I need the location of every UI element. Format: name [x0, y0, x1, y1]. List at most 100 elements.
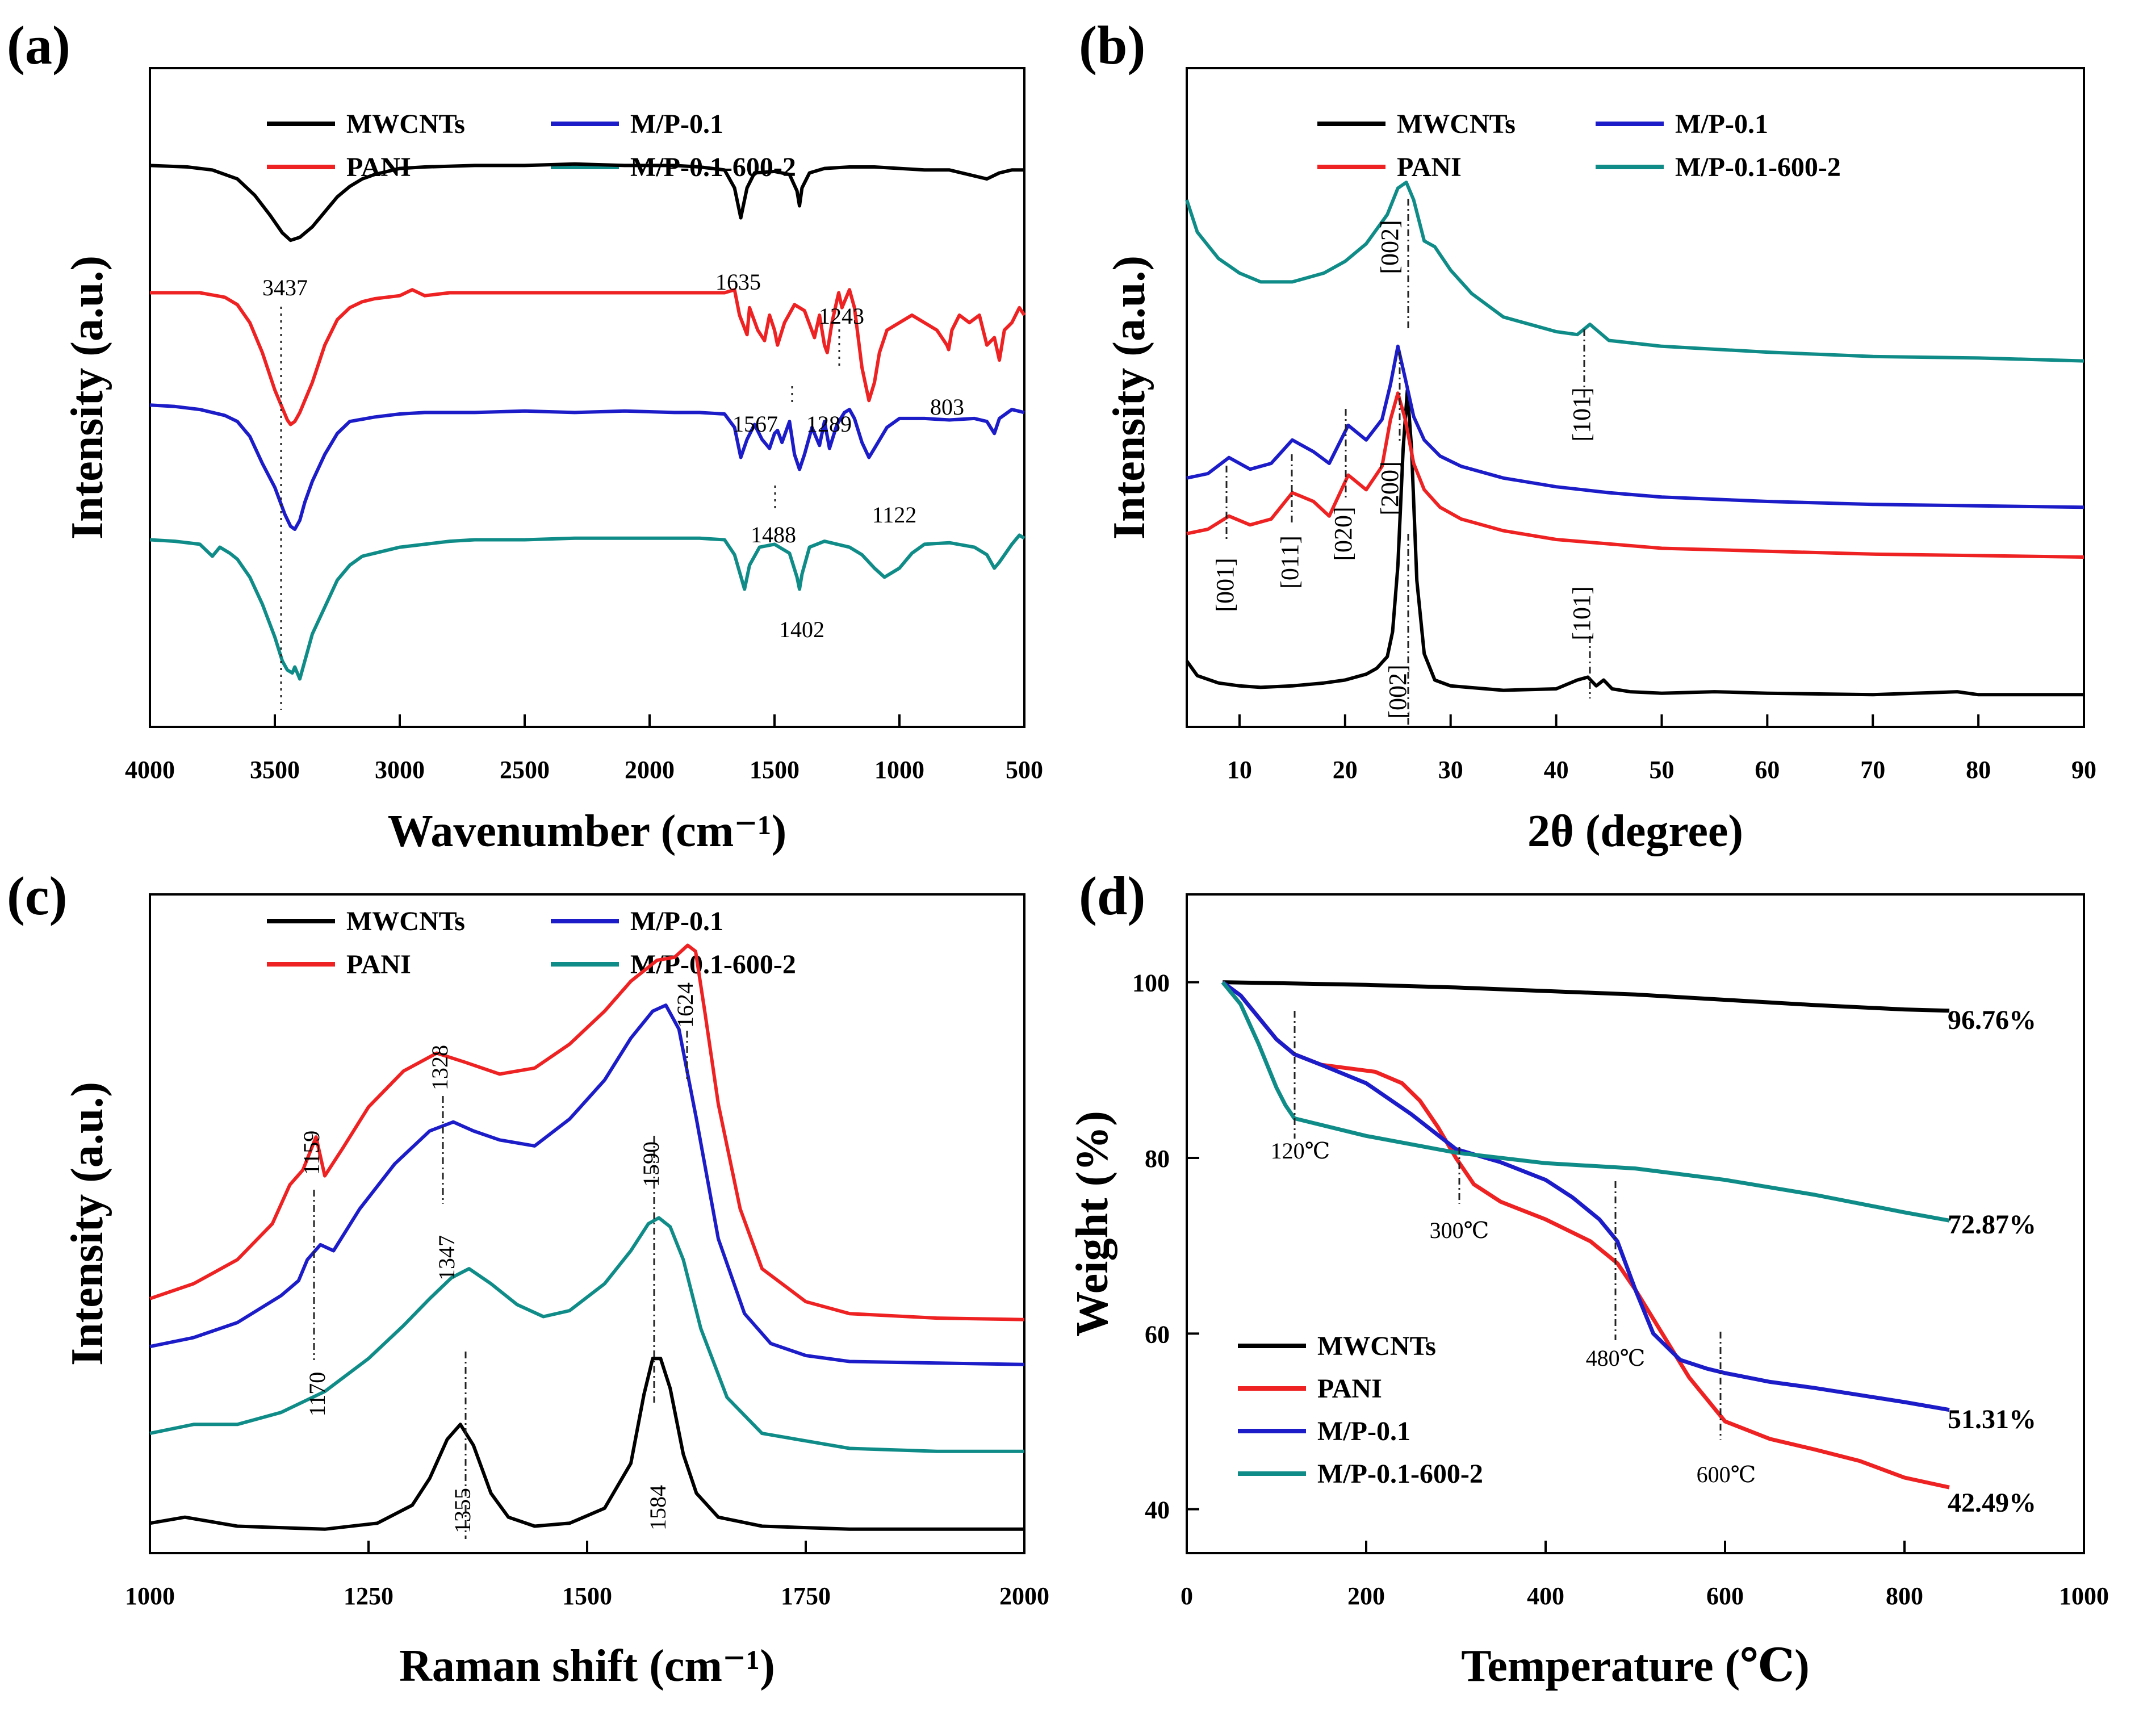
panel-a-xtick-label: 2500 [500, 756, 550, 784]
panel-d-xtick-label: 600 [1706, 1582, 1744, 1610]
panel-b-xtick-label: 90 [2071, 756, 2096, 784]
anno-002-bottom: [002] [1384, 664, 1412, 718]
anno-1328: 1328 [427, 1045, 453, 1090]
panel-a-xtick-label: 3500 [250, 756, 300, 784]
panel-d-plot-frame [1186, 893, 2085, 1554]
anno-1567: 1567 [732, 411, 778, 437]
anno-1122: 1122 [872, 502, 917, 528]
anno-1170: 1170 [304, 1372, 330, 1417]
legend-label-pani: PANI [1397, 152, 1462, 182]
legend-label-mwcnts: MWCNTs [346, 109, 465, 139]
panel-a-legend: MWCNTs M/P-0.1 PANI M/P-0.1-600-2 [267, 109, 796, 182]
anno-011: [011] [1276, 536, 1304, 589]
panel-b-xtick-label: 60 [1755, 756, 1780, 784]
anno-480c: 480℃ [1586, 1345, 1646, 1371]
series-line-mp01-600 [149, 1216, 1024, 1453]
panel-a-xtick-label: 4000 [125, 756, 175, 784]
legend-label-mp01-600: M/P-0.1-600-2 [1675, 152, 1841, 182]
panel-b-annotations: [002] [101] [001] [011] [020] [200] [002… [1211, 199, 1596, 727]
panel-a-x-axis-title: Wavenumber (cm⁻¹) [388, 806, 786, 856]
panel-c-xtick-label: 1250 [344, 1582, 394, 1610]
panel-a-x-ticks: 4000 3500 3000 2500 2000 1500 1000 500 [125, 756, 1043, 784]
anno-1289: 1289 [806, 411, 852, 437]
panel-d-y-axis-title: Weight (%) [1068, 1111, 1117, 1337]
anno-1635: 1635 [715, 269, 761, 295]
legend-label-mwcnts: MWCNTs [1397, 109, 1516, 139]
axis-tick-marks [149, 714, 2085, 1553]
panel-a-annotations: 3437 1635 1243 1567 1289 803 1488 1122 1… [262, 269, 964, 710]
panel-b-x-ticks: 10 20 30 40 50 60 70 80 90 [1227, 756, 2096, 784]
anno-120c: 120℃ [1271, 1138, 1330, 1164]
series-line-mp01-600 [1185, 181, 2084, 363]
end-label-mp01-600: 72.87% [1948, 1210, 2036, 1240]
panel-c-x-axis-title: Raman shift (cm⁻¹) [399, 1641, 775, 1691]
panel-b-xtick-label: 70 [1860, 756, 1885, 784]
panel-d-x-axis-title: Temperature (℃) [1461, 1641, 1810, 1691]
series-line-mp01 [1186, 344, 2084, 509]
panel-a-xtick-label: 500 [1006, 756, 1043, 784]
panel-d-letter: (d) [1079, 865, 1145, 926]
panel-c-xtick-label: 1500 [562, 1582, 612, 1610]
panel-b-series [1185, 181, 2084, 697]
anno-803: 803 [930, 394, 964, 420]
anno-1355: 1355 [450, 1488, 475, 1533]
series-line-mp01 [149, 1003, 1025, 1366]
series-line-pani [1186, 391, 2084, 559]
series-line-pani [1221, 980, 1950, 1490]
anno-020: [020] [1329, 507, 1357, 560]
panel-a: (a) 4000 3500 3000 2500 2000 1500 1000 5… [7, 15, 1043, 856]
anno-1243: 1243 [819, 303, 864, 329]
panel-b-xtick-label: 20 [1333, 756, 1358, 784]
panel-d-x-ticks: 0 200 400 600 800 1000 [1181, 1582, 2109, 1610]
panel-d-legend: MWCNTs PANI M/P-0.1 M/P-0.1-600-2 [1238, 1331, 1483, 1489]
end-label-pani: 42.49% [1948, 1488, 2036, 1518]
panel-d-ytick-label: 80 [1145, 1145, 1170, 1173]
panel-d-y-ticks: 40 60 80 100 [1132, 969, 1170, 1524]
panel-c-xtick-label: 1750 [781, 1582, 831, 1610]
series-line-mp01 [149, 403, 1025, 531]
legend-label-pani: PANI [346, 949, 411, 980]
panel-d-end-labels: 96.76% 72.87% 51.31% 42.49% [1948, 1005, 2036, 1518]
panel-c-xtick-label: 2000 [999, 1582, 1049, 1610]
panel-a-xtick-label: 3000 [375, 756, 425, 784]
series-line-mp01 [1221, 980, 1950, 1412]
panel-d-xtick-label: 200 [1347, 1582, 1385, 1610]
panel-b: (b) 10 20 30 40 50 60 70 80 90 2θ (degre… [1079, 15, 2096, 856]
legend-label-mp01-600: M/P-0.1-600-2 [1317, 1459, 1483, 1489]
anno-1488: 1488 [751, 522, 796, 547]
panel-d-xtick-label: 400 [1527, 1582, 1564, 1610]
panel-d-xtick-label: 800 [1886, 1582, 1923, 1610]
panel-d-xtick-label: 1000 [2059, 1582, 2109, 1610]
series-line-pani [150, 288, 1026, 426]
panel-b-letter: (b) [1079, 15, 1145, 76]
series-line-mp01-600 [149, 533, 1025, 681]
legend-label-mwcnts: MWCNTs [346, 906, 465, 936]
legend-label-mp01: M/P-0.1 [630, 109, 723, 139]
legend-label-pani: PANI [1317, 1374, 1382, 1404]
panel-a-xtick-label: 1000 [874, 756, 924, 784]
legend-label-mp01: M/P-0.1 [1675, 109, 1768, 139]
panel-c-xtick-label: 1000 [125, 1582, 175, 1610]
panel-b-xtick-label: 80 [1966, 756, 1991, 784]
panel-d-ytick-label: 40 [1145, 1496, 1170, 1524]
panel-a-xtick-label: 1500 [750, 756, 799, 784]
panel-c-y-axis-title: Intensity (a.u.) [62, 1082, 112, 1366]
panel-b-plot-frame [1186, 67, 2085, 728]
panel-c-plot-frame [149, 893, 1025, 1554]
panel-d-annotations: 120℃ 300℃ 480℃ 600℃ [1271, 1011, 1756, 1487]
series-line-mwcnts [1185, 388, 2084, 697]
panel-a-y-axis-title: Intensity (a.u.) [62, 256, 112, 539]
panel-c-annotations: 1159 1170 1328 1347 1624 1590 1584 1355 [299, 982, 698, 1539]
panel-b-x-axis-title: 2θ (degree) [1527, 806, 1743, 856]
end-label-mp01: 51.31% [1948, 1404, 2036, 1434]
anno-1159: 1159 [299, 1131, 324, 1176]
panel-d-xtick-label: 0 [1181, 1582, 1193, 1610]
panel-a-letter: (a) [7, 15, 70, 76]
series-line-mwcnts [149, 1357, 1024, 1531]
panel-b-y-axis-title: Intensity (a.u.) [1104, 256, 1154, 539]
anno-1584: 1584 [645, 1485, 671, 1530]
panel-a-plot-frame [149, 67, 1025, 728]
anno-1590: 1590 [638, 1141, 664, 1187]
anno-200: [200] [1376, 461, 1404, 515]
